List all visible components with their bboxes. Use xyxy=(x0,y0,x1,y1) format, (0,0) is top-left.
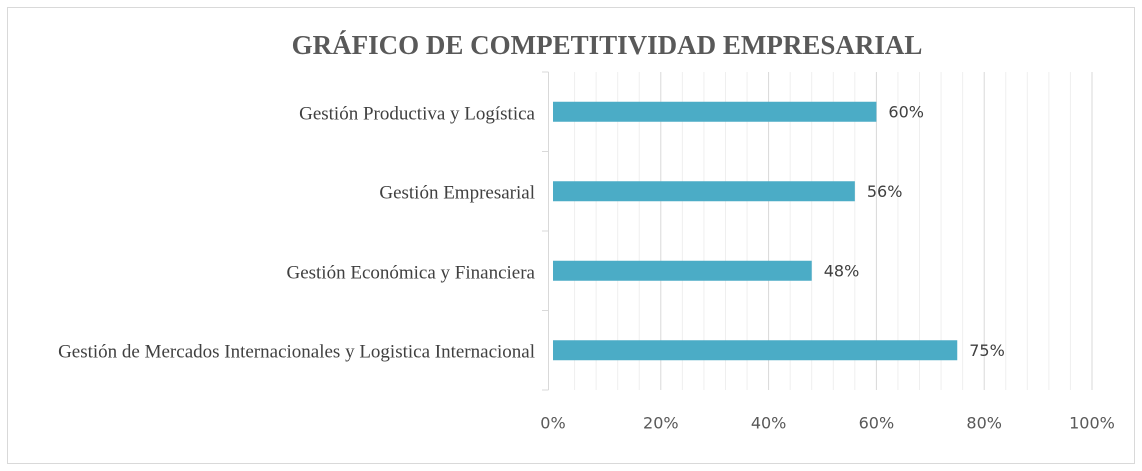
bar xyxy=(553,260,812,281)
data-label: 60% xyxy=(888,102,924,121)
y-tick-label: Gestión Productiva y Logística xyxy=(55,102,535,125)
x-tick-label: 60% xyxy=(859,414,895,433)
y-tick-label-text: Gestión Empresarial xyxy=(379,182,535,204)
x-tick-label: 80% xyxy=(966,414,1002,433)
y-tick-label: Gestión Económica y Financiera xyxy=(55,261,535,284)
chart-title: GRÁFICO DE COMPETITIVIDAD EMPRESARIAL xyxy=(292,30,923,60)
y-tick-label-text: Gestión Productiva y Logística xyxy=(299,103,535,125)
x-tick-label: 0% xyxy=(540,414,565,433)
bar xyxy=(553,340,958,361)
y-tick-label: Gestión de Mercados Internacionales y Lo… xyxy=(55,341,535,364)
y-tick-label-text: Gestión Económica y Financiera xyxy=(286,262,535,284)
x-tick-label: 20% xyxy=(643,414,679,433)
y-tick-label: Gestión Empresarial xyxy=(55,182,535,205)
data-label: 56% xyxy=(867,182,903,201)
bar xyxy=(553,101,877,122)
y-tick-label-text: Gestión de Mercados Internacionales y Lo… xyxy=(58,341,535,363)
chart-border xyxy=(7,7,1135,464)
x-tick-label: 100% xyxy=(1069,414,1115,433)
x-tick-label: 40% xyxy=(751,414,787,433)
data-label: 48% xyxy=(824,261,860,280)
bar xyxy=(553,181,855,202)
data-label: 75% xyxy=(969,341,1005,360)
